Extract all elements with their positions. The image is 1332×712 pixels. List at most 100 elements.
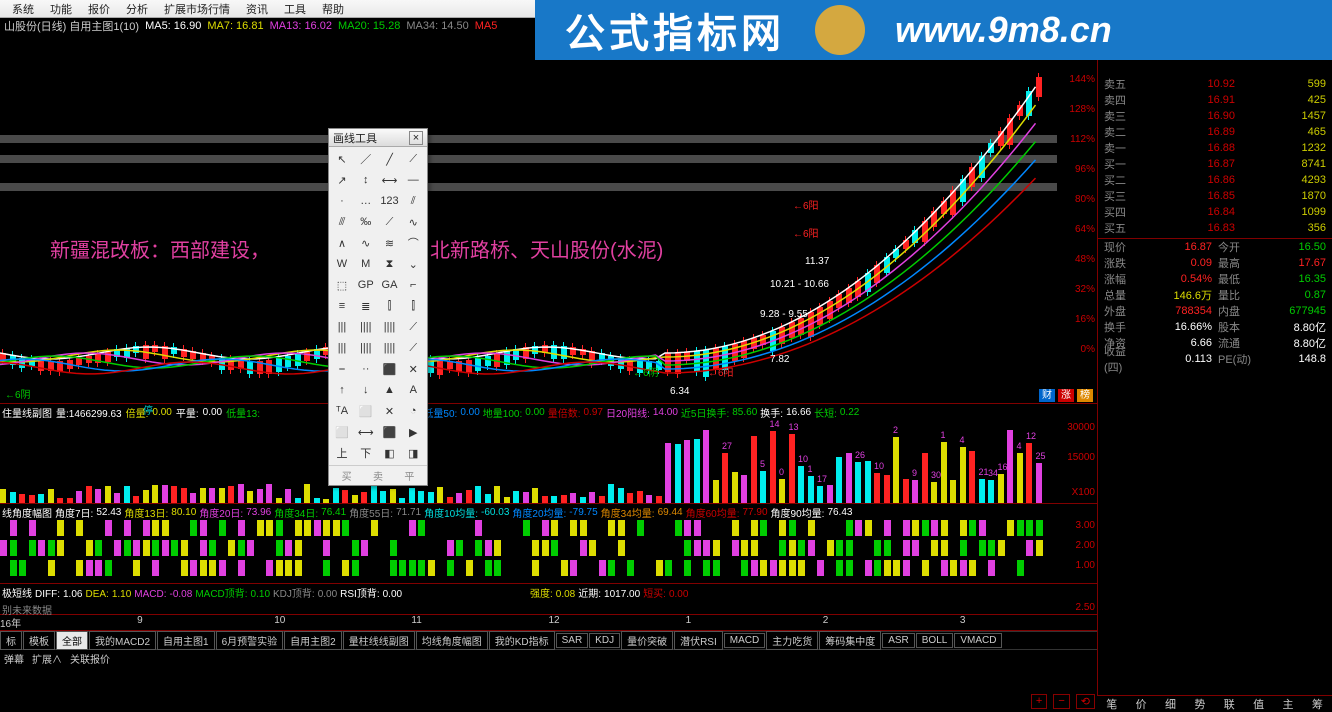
- tab-量价突破[interactable]: 量价突破: [621, 631, 673, 650]
- orderbook-row[interactable]: 卖四16.91425: [1098, 92, 1332, 108]
- orderbook-row[interactable]: 买二16.864293: [1098, 172, 1332, 188]
- draw-tool-55[interactable]: ▶: [402, 422, 424, 442]
- drawing-toolbar[interactable]: 画线工具 × ↖／╱⟋↗↕⟷—·…123⫽⫻‰⟋∿∧∿≋⌒WM⧗⌄⬚GPGA⌐≡…: [328, 128, 428, 486]
- candlestick-area[interactable]: [0, 53, 1057, 383]
- draw-tool-45[interactable]: ↓: [355, 380, 377, 400]
- orderbook-row[interactable]: 买四16.841099: [1098, 204, 1332, 220]
- tab-全部[interactable]: 全部: [56, 631, 88, 650]
- tab-我的KD指标[interactable]: 我的KD指标: [489, 631, 555, 650]
- volume-panel[interactable]: 住量线副图量:1466299.63倍量:0.00平量:0.00低量13:量30:…: [0, 404, 1097, 504]
- draw-tool-15[interactable]: ∿: [402, 212, 424, 232]
- draw-tool-51[interactable]: ◔: [402, 401, 424, 421]
- draw-tool-48[interactable]: ᵀA: [331, 401, 353, 421]
- orderbook-row[interactable]: 卖三16.901457: [1098, 108, 1332, 124]
- orderbook-row[interactable]: 买一16.878741: [1098, 156, 1332, 172]
- draw-tool-56[interactable]: 上: [331, 443, 353, 463]
- draw-tool-10[interactable]: 123: [379, 191, 401, 211]
- tab-筹码集中度[interactable]: 筹码集中度: [819, 631, 881, 650]
- draw-tool-42[interactable]: ⬛: [379, 359, 401, 379]
- tab-自用主图1[interactable]: 自用主图1: [157, 631, 215, 650]
- draw-tool-26[interactable]: GA: [379, 275, 401, 295]
- draw-tool-22[interactable]: ⧗: [379, 254, 401, 274]
- tab-均线角度幅图[interactable]: 均线角度幅图: [416, 631, 488, 650]
- draw-tool-29[interactable]: ≣: [355, 296, 377, 316]
- tab-潜伏RSI[interactable]: 潜伏RSI: [674, 631, 723, 650]
- tab-标[interactable]: 标: [0, 631, 22, 650]
- draw-tool-53[interactable]: ⟷: [355, 422, 377, 442]
- draw-tool-20[interactable]: W: [331, 254, 353, 274]
- draw-tool-7[interactable]: —: [402, 170, 424, 190]
- tab-模板[interactable]: 模板: [23, 631, 55, 650]
- draw-tool-9[interactable]: …: [355, 191, 377, 211]
- macd-panel[interactable]: 极短线DIFF:1.06DEA:1.10MACD:-0.08MACD顶背:0.1…: [0, 584, 1097, 615]
- draw-tool-41[interactable]: ··: [355, 359, 377, 379]
- drawing-toolbar-title[interactable]: 画线工具 ×: [329, 129, 427, 147]
- draw-tool-52[interactable]: ⬜: [331, 422, 353, 442]
- orderbook-row[interactable]: 卖二16.89465: [1098, 124, 1332, 140]
- menu-报价[interactable]: 报价: [80, 1, 118, 17]
- draw-tool-58[interactable]: ◧: [379, 443, 401, 463]
- draw-tool-28[interactable]: ≡: [331, 296, 353, 316]
- menu-分析[interactable]: 分析: [118, 1, 156, 17]
- tab-主力吃货[interactable]: 主力吃货: [766, 631, 818, 650]
- draw-tool-12[interactable]: ⫻: [331, 212, 353, 232]
- menu-系统[interactable]: 系统: [4, 1, 42, 17]
- draw-tool-0[interactable]: ↖: [331, 149, 353, 169]
- draw-tool-31[interactable]: ⫿: [402, 296, 424, 316]
- draw-tool-8[interactable]: ·: [331, 191, 353, 211]
- orderbook-row[interactable]: 卖五10.92599: [1098, 76, 1332, 92]
- tab-量柱线线副图[interactable]: 量柱线线副图: [343, 631, 415, 650]
- tab-MACD[interactable]: MACD: [724, 633, 765, 648]
- draw-tool-25[interactable]: GP: [355, 275, 377, 295]
- menu-帮助[interactable]: 帮助: [314, 1, 352, 17]
- close-icon[interactable]: ×: [409, 131, 423, 145]
- draw-tool-46[interactable]: ▲: [379, 380, 401, 400]
- draw-tool-18[interactable]: ≋: [379, 233, 401, 253]
- orderbook-row[interactable]: 买三16.851870: [1098, 188, 1332, 204]
- draw-tool-50[interactable]: ✕: [379, 401, 401, 421]
- tab-KDJ[interactable]: KDJ: [589, 633, 620, 648]
- draw-tool-13[interactable]: ‰: [355, 212, 377, 232]
- draw-tool-11[interactable]: ⫽: [402, 191, 424, 211]
- draw-tool-39[interactable]: ⟋: [402, 338, 424, 358]
- menu-资讯[interactable]: 资讯: [238, 1, 276, 17]
- draw-tool-38[interactable]: ||||: [379, 338, 401, 358]
- draw-tool-27[interactable]: ⌐: [402, 275, 424, 295]
- draw-tool-32[interactable]: |||: [331, 317, 353, 337]
- draw-tool-17[interactable]: ∿: [355, 233, 377, 253]
- draw-tool-59[interactable]: ◨: [402, 443, 424, 463]
- draw-tool-2[interactable]: ╱: [379, 149, 401, 169]
- draw-tool-16[interactable]: ∧: [331, 233, 353, 253]
- draw-tool-37[interactable]: ||||: [355, 338, 377, 358]
- menu-功能[interactable]: 功能: [42, 1, 80, 17]
- tab-我的MACD2[interactable]: 我的MACD2: [89, 631, 156, 650]
- draw-tool-57[interactable]: 下: [355, 443, 377, 463]
- draw-tool-40[interactable]: ⎯: [331, 359, 353, 379]
- angle-indicator-panel[interactable]: 线角度幅图角度7日:52.43角度13日:80.10角度20日:73.96角度3…: [0, 504, 1097, 584]
- draw-tool-36[interactable]: |||: [331, 338, 353, 358]
- draw-tool-24[interactable]: ⬚: [331, 275, 353, 295]
- draw-tool-47[interactable]: A: [402, 380, 424, 400]
- draw-tool-33[interactable]: ||||: [355, 317, 377, 337]
- tab-6月预警实验[interactable]: 6月预警实验: [216, 631, 284, 650]
- draw-tool-6[interactable]: ⟷: [379, 170, 401, 190]
- tab-自用主图2[interactable]: 自用主图2: [284, 631, 342, 650]
- menu-工具[interactable]: 工具: [276, 1, 314, 17]
- tab-BOLL[interactable]: BOLL: [916, 633, 954, 648]
- tab-ASR[interactable]: ASR: [882, 633, 915, 648]
- draw-tool-19[interactable]: ⌒: [402, 233, 424, 253]
- main-chart[interactable]: 新疆混改板：西部建设， 北新路桥、天山股份(水泥) 144%128%112%96…: [0, 34, 1097, 404]
- orderbook-row[interactable]: 买五16.83356: [1098, 220, 1332, 236]
- draw-tool-30[interactable]: ⫿: [379, 296, 401, 316]
- menu-扩展市场行情[interactable]: 扩展市场行情: [156, 1, 238, 17]
- draw-tool-1[interactable]: ／: [355, 149, 377, 169]
- draw-tool-35[interactable]: ⟋: [402, 317, 424, 337]
- tab-SAR[interactable]: SAR: [556, 633, 589, 648]
- draw-tool-43[interactable]: ✕: [402, 359, 424, 379]
- orderbook-row[interactable]: 卖一16.881232: [1098, 140, 1332, 156]
- draw-tool-21[interactable]: M: [355, 254, 377, 274]
- tab-VMACD[interactable]: VMACD: [954, 633, 1002, 648]
- draw-tool-4[interactable]: ↗: [331, 170, 353, 190]
- draw-tool-3[interactable]: ⟋: [402, 149, 424, 169]
- draw-tool-14[interactable]: ⟋: [379, 212, 401, 232]
